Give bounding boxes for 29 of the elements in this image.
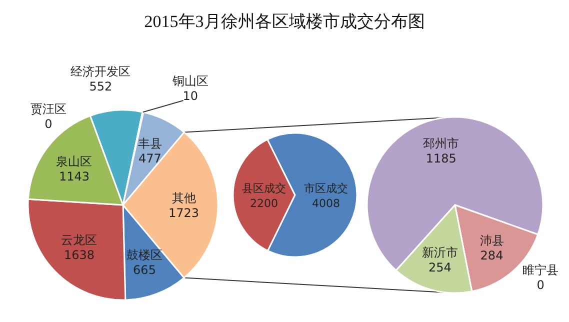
data-label: 1638	[64, 248, 94, 262]
slice-label: 云龙区	[61, 233, 98, 248]
slice-label: 经济开发区	[70, 64, 131, 79]
slice-label: 泉山区	[56, 154, 92, 169]
slice-label: 铜山区	[171, 74, 208, 88]
data-label: 4008	[312, 196, 340, 210]
data-label: 10	[182, 89, 198, 104]
data-label: 1723	[168, 206, 200, 220]
slice-label: 邳州市	[423, 136, 460, 150]
data-label: 2200	[250, 197, 278, 210]
data-label: 254	[428, 260, 452, 274]
text: 2015年3月徐州各区域楼市成交分布图	[144, 12, 425, 31]
slice-label: 其他	[172, 191, 196, 206]
data-label: 1185	[426, 151, 456, 166]
data-label: 665	[133, 262, 156, 277]
data-label: 284	[480, 248, 504, 263]
data-label: 477	[138, 151, 162, 166]
slice-label: 鼓楼区	[126, 248, 163, 262]
category-label: 贾汪区	[30, 102, 66, 116]
slice-label: 县区成交	[242, 182, 286, 196]
data-label: 1143	[58, 170, 90, 184]
text: 0	[44, 117, 52, 132]
slice-label: 市区成交	[304, 182, 348, 195]
text: 0	[536, 278, 544, 292]
category-label: 睢宁县	[522, 262, 559, 277]
slice-label: 沛县	[480, 234, 504, 248]
data-label: 552	[89, 80, 112, 94]
slice-label: 新沂市	[422, 245, 458, 260]
slice-label: 丰县	[138, 136, 162, 150]
